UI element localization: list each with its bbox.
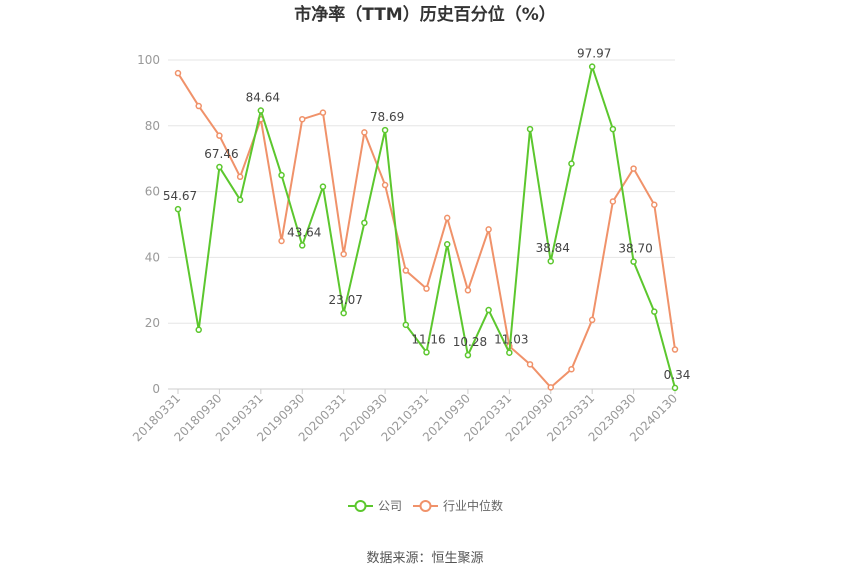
legend-label: 公司 (378, 499, 402, 513)
data-point (361, 129, 368, 136)
data-point (319, 109, 327, 116)
data-point (609, 125, 617, 133)
legend-label: 行业中位数 (443, 498, 503, 513)
data-point (671, 384, 679, 392)
data-label: 10.28 (453, 335, 487, 349)
y-tick-label: 80 (145, 119, 160, 133)
data-point (588, 63, 596, 70)
data-point (361, 219, 368, 227)
data-point (381, 181, 389, 189)
y-tick-label: 60 (145, 185, 160, 199)
data-labels: 54.67 67.46 84.64 43.64 23.07 78.69 11.16 10.28… (163, 47, 691, 382)
data-point (588, 316, 596, 324)
data-point (402, 267, 410, 274)
data-point (402, 321, 410, 329)
data-point (443, 214, 451, 222)
data-point (547, 384, 554, 391)
data-point (278, 237, 285, 245)
data-point (299, 242, 306, 249)
data-point (236, 173, 244, 181)
data-point (340, 250, 347, 258)
data-label: 97.97 (577, 47, 611, 61)
data-point (278, 171, 285, 179)
data-point (506, 349, 513, 356)
data-label: 23.07 (328, 293, 362, 307)
data-point (423, 285, 430, 292)
data-point (630, 165, 637, 172)
legend-item-0[interactable]: 公司 (348, 499, 402, 513)
data-point (174, 205, 182, 213)
data-point (174, 69, 182, 77)
data-point (630, 258, 637, 265)
data-point (319, 183, 327, 190)
data-point (651, 308, 658, 315)
data-label: 38.84 (536, 241, 570, 255)
chart-title: 市净率（TTM）历史百分位（%） (294, 4, 556, 25)
data-label: 11.16 (411, 332, 445, 346)
data-point (526, 125, 534, 133)
data-label: 0.34 (664, 368, 691, 382)
data-point (547, 257, 554, 265)
y-tick-label: 0 (152, 382, 160, 396)
y-tick-label: 20 (145, 316, 160, 330)
data-point (423, 349, 430, 356)
data-point (568, 366, 575, 373)
data-point (671, 346, 679, 353)
data-point (340, 309, 347, 317)
data-point (568, 160, 575, 167)
data-point (464, 287, 472, 294)
data-point (236, 196, 244, 204)
data-point (464, 351, 472, 359)
data-point (526, 361, 534, 368)
data-point (195, 102, 202, 110)
data-label: 54.67 (163, 189, 197, 203)
legend-swatch-marker (419, 500, 432, 512)
data-point (609, 198, 617, 205)
series-layer (174, 62, 679, 392)
legend[interactable]: 公司 行业中位数 (348, 498, 503, 513)
data-point (651, 201, 658, 209)
data-label: 78.69 (370, 110, 404, 124)
data-label: 38.70 (618, 242, 652, 256)
y-tick-label: 40 (145, 250, 160, 264)
data-label: 43.64 (287, 225, 321, 239)
y-axis-ticks: 0 20 40 60 80 100 (137, 53, 160, 396)
data-point (195, 326, 202, 334)
y-tick-label: 100 (137, 53, 160, 67)
data-point (216, 163, 223, 171)
data-point (485, 306, 492, 314)
legend-item-1[interactable]: 行业中位数 (413, 498, 503, 513)
source-note: 数据来源：恒生聚源 (366, 551, 483, 566)
data-point (443, 240, 451, 248)
data-label: 84.64 (246, 91, 280, 105)
data-point (485, 226, 492, 233)
data-point (216, 132, 223, 139)
data-point (257, 107, 265, 114)
legend-swatch-marker (354, 500, 367, 512)
data-point (299, 115, 306, 123)
data-label: 67.46 (204, 147, 238, 161)
data-point (381, 126, 389, 134)
x-axis: 2018033120180930201903312019093020200331… (130, 388, 680, 444)
data-label: 11.03 (494, 333, 528, 347)
